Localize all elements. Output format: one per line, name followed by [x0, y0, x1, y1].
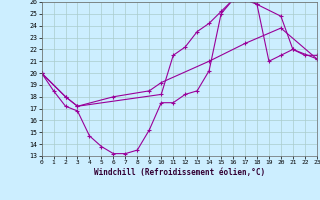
- X-axis label: Windchill (Refroidissement éolien,°C): Windchill (Refroidissement éolien,°C): [94, 168, 265, 177]
